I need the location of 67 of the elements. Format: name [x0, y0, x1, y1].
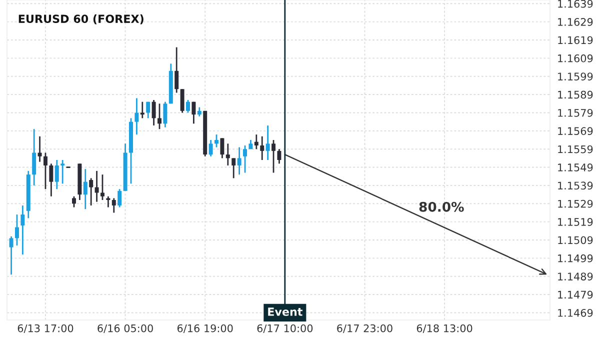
- candlestick: [186, 99, 190, 114]
- y-tick-label: 1.1499: [558, 254, 593, 262]
- y-tick-label: 1.1559: [558, 145, 593, 154]
- y-tick-label: 1.1549: [558, 164, 593, 172]
- candlestick: [152, 99, 156, 126]
- candlestick: [89, 177, 94, 206]
- candlestick: [260, 136, 264, 161]
- candlestick: [197, 106, 202, 118]
- y-tick-label: 1.1539: [558, 182, 593, 190]
- candlestick: [163, 101, 168, 128]
- candlestick: [112, 197, 116, 214]
- candlestick: [9, 236, 14, 276]
- y-tick-label: 1.1619: [558, 36, 593, 44]
- ref-line-label: Event: [268, 308, 302, 316]
- candlestick: [54, 159, 59, 190]
- candlestick: [192, 101, 196, 124]
- candlestick: [140, 101, 144, 119]
- candlestick: [32, 128, 36, 186]
- candlestick: [272, 139, 276, 174]
- candlestick: [94, 170, 99, 203]
- candlestick: [237, 146, 242, 176]
- y-tick-label: 1.1599: [558, 72, 593, 80]
- candlestick: [220, 137, 224, 159]
- y-tick-label: 1.1519: [558, 218, 593, 226]
- y-tick-label: 1.1479: [558, 290, 593, 299]
- y-tick-label: 1.1579: [558, 108, 593, 117]
- y-tick-label: 1.1629: [558, 18, 593, 26]
- candlestick: [158, 102, 162, 130]
- x-tick-label: 6/17 10:00: [257, 324, 313, 334]
- x-tick-label: 6/16 05:00: [98, 324, 153, 334]
- x-tick-label: 6/18 13:00: [416, 324, 472, 334]
- x-tick-label: 6/13 17:00: [18, 324, 74, 334]
- y-tick-label: 1.1509: [558, 236, 593, 244]
- candlestick: [243, 144, 248, 174]
- x-tick-label: 6/16 19:00: [177, 324, 233, 334]
- annotation: 80.0%: [419, 202, 464, 212]
- candlestick: [100, 174, 104, 201]
- candlestick: [254, 134, 258, 150]
- y-tick-label: 1.1589: [558, 90, 593, 99]
- candlestick: [49, 162, 54, 198]
- candlestick: [72, 196, 76, 208]
- y-tick-label: 1.1639: [558, 0, 593, 8]
- x-tick-label: 6/17 23:00: [337, 324, 392, 334]
- y-tick-label: 1.1569: [558, 127, 593, 136]
- candlestick: [83, 168, 88, 210]
- candlestick: [106, 196, 110, 208]
- candlestick: [134, 97, 139, 136]
- candlestick: [266, 124, 270, 161]
- candlestick: [180, 88, 184, 114]
- candlestick: [214, 134, 218, 148]
- candlestick: [146, 101, 150, 119]
- candlestick: [14, 214, 19, 246]
- candlestick: [277, 148, 282, 164]
- text: EURUSD 60 (FOREX): [18, 14, 144, 24]
- candlestick: [20, 204, 25, 256]
- y-tick-label: 1.1489: [558, 272, 593, 280]
- candlestick: [60, 159, 65, 184]
- candlestick: [226, 142, 230, 166]
- candlestick: [232, 157, 236, 179]
- candlestick: [208, 139, 213, 158]
- candlestick: [174, 46, 179, 94]
- y-tick-label: 1.1529: [558, 200, 593, 208]
- y-tick-label: 1.1609: [558, 54, 593, 62]
- candlestick: [38, 136, 42, 163]
- candlestick: [118, 188, 122, 208]
- y-tick-label: 1.1469: [558, 308, 593, 317]
- candlestick: [43, 152, 48, 190]
